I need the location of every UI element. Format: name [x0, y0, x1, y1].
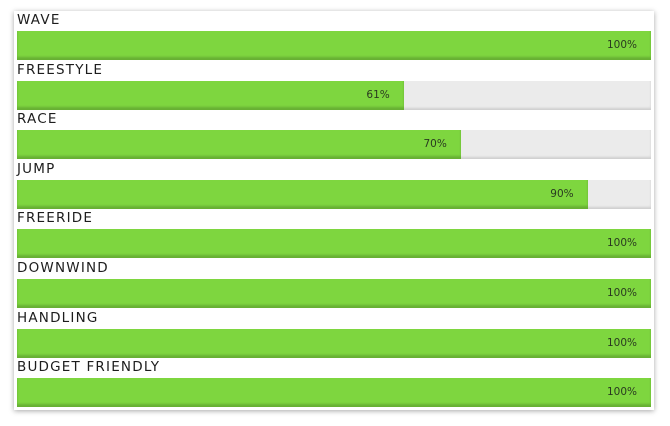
progress-fill: [17, 130, 461, 160]
value-label: 70%: [423, 138, 447, 151]
skill-label: FREESTYLE: [17, 61, 104, 78]
progress-fill: [17, 378, 651, 408]
skill-row: WAVE 100%: [17, 11, 651, 61]
progress-fill: [17, 179, 588, 209]
skill-label: WAVE: [17, 12, 61, 28]
progress-track: 61%: [17, 80, 651, 110]
value-label: 61%: [366, 88, 390, 101]
progress-track: 100%: [17, 378, 651, 408]
skill-row: HANDLING 100%: [17, 309, 651, 359]
skill-row: DOWNWIND 100%: [17, 259, 651, 309]
progress-fill: [17, 328, 651, 358]
skill-label: JUMP: [17, 160, 56, 177]
progress-fill: [17, 31, 651, 60]
progress-fill: [17, 229, 651, 259]
skill-label: HANDLING: [17, 309, 99, 326]
progress-track: 100%: [17, 31, 651, 60]
skill-row: FREESTYLE 61%: [17, 61, 651, 111]
skill-panel: WAVE 100% FREESTYLE 61% RACE 70% JUMP 90% FREERI…: [14, 11, 654, 410]
skill-label: FREERIDE: [17, 210, 94, 227]
progress-track: 100%: [17, 229, 651, 259]
progress-fill: [17, 279, 651, 308]
skill-row: BUDGET FRIENDLY 100%: [17, 358, 651, 408]
skill-label: RACE: [17, 111, 58, 128]
skill-row: FREERIDE 100%: [17, 209, 651, 259]
progress-track: 100%: [17, 328, 651, 358]
value-label: 100%: [606, 237, 637, 250]
value-label: 100%: [606, 39, 637, 51]
progress-track: 90%: [17, 179, 651, 209]
skill-label: BUDGET FRIENDLY: [17, 359, 161, 376]
value-label: 90%: [550, 187, 574, 200]
skill-label: DOWNWIND: [17, 260, 109, 276]
value-label: 100%: [606, 386, 637, 399]
skill-row: RACE 70%: [17, 110, 651, 160]
value-label: 100%: [606, 336, 637, 349]
progress-fill: [17, 80, 404, 110]
skill-row: JUMP 90%: [17, 160, 651, 210]
progress-track: 70%: [17, 130, 651, 160]
progress-track: 100%: [17, 279, 651, 308]
value-label: 100%: [606, 287, 637, 299]
